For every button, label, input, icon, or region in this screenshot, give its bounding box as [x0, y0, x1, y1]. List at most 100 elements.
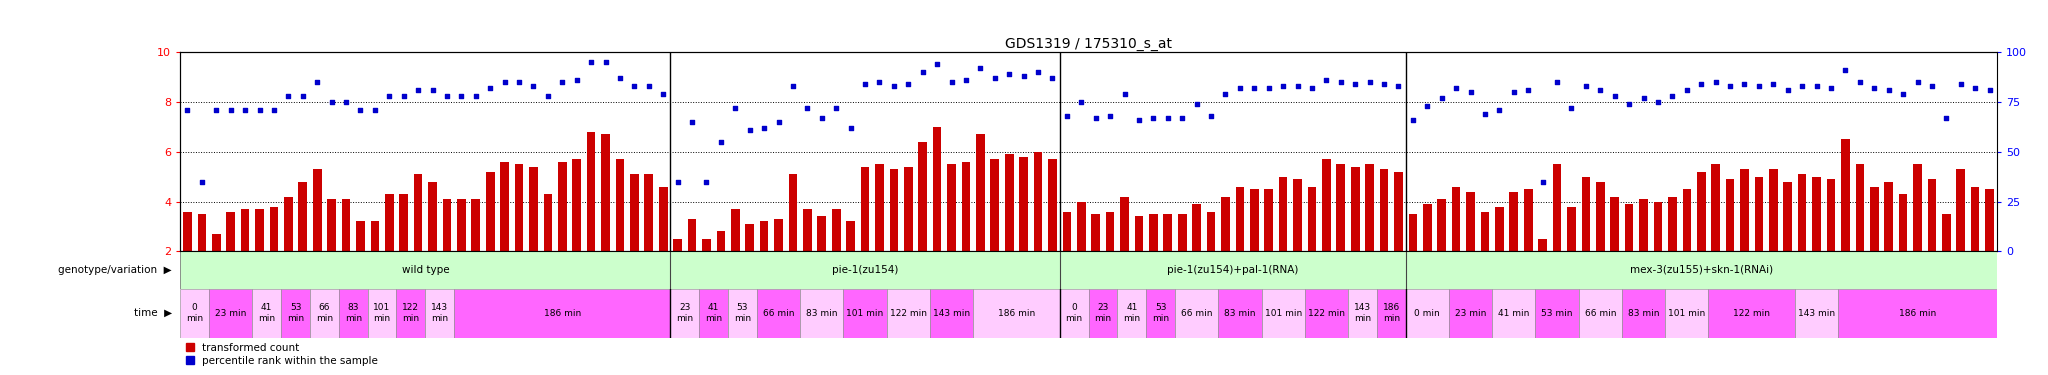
- Bar: [571, 159, 582, 251]
- Point: [1772, 87, 1804, 93]
- Point: [979, 75, 1012, 81]
- Bar: [1163, 214, 1171, 251]
- Bar: [313, 169, 322, 251]
- Bar: [1870, 187, 1878, 251]
- Bar: [1970, 187, 1980, 251]
- Point: [1729, 81, 1761, 87]
- Bar: [1698, 172, 1706, 251]
- Bar: [514, 164, 524, 251]
- Point: [1008, 74, 1040, 80]
- Text: 41
min: 41 min: [258, 303, 274, 323]
- Point: [877, 83, 909, 89]
- Bar: [1309, 187, 1317, 251]
- Bar: [1409, 214, 1417, 251]
- Bar: [428, 182, 436, 251]
- Bar: [1120, 196, 1128, 251]
- Point: [1958, 85, 1991, 91]
- Bar: [1985, 189, 1995, 251]
- Bar: [1337, 164, 1346, 251]
- Bar: [1839, 289, 1997, 338]
- Point: [201, 107, 233, 113]
- Bar: [1956, 169, 1966, 251]
- Point: [1022, 69, 1055, 75]
- Bar: [698, 289, 729, 338]
- Bar: [557, 162, 567, 251]
- Title: GDS1319 / 175310_s_at: GDS1319 / 175310_s_at: [1006, 38, 1171, 51]
- Text: 101
min: 101 min: [373, 303, 391, 323]
- Bar: [197, 214, 207, 251]
- Bar: [1278, 177, 1288, 251]
- Point: [1583, 87, 1616, 93]
- Text: 143
min: 143 min: [1354, 303, 1370, 323]
- Point: [1757, 81, 1790, 87]
- Bar: [1884, 182, 1892, 251]
- Text: genotype/variation  ▶: genotype/variation ▶: [59, 265, 172, 275]
- Bar: [1438, 199, 1446, 251]
- Bar: [1638, 199, 1649, 251]
- Bar: [1235, 187, 1245, 251]
- Point: [473, 85, 506, 91]
- Bar: [471, 199, 479, 251]
- Point: [1251, 85, 1284, 91]
- Point: [1094, 113, 1126, 119]
- Bar: [342, 199, 350, 251]
- Bar: [242, 209, 250, 251]
- Point: [1800, 83, 1833, 89]
- Bar: [1726, 179, 1735, 251]
- Point: [401, 87, 434, 93]
- Bar: [1020, 157, 1028, 251]
- Bar: [252, 289, 281, 338]
- Text: 101 min: 101 min: [846, 309, 883, 318]
- Point: [387, 93, 420, 99]
- Bar: [1536, 289, 1579, 338]
- Point: [502, 79, 535, 85]
- Point: [848, 81, 881, 87]
- Point: [1886, 91, 1919, 97]
- Point: [1468, 111, 1501, 117]
- Bar: [1219, 289, 1262, 338]
- Point: [272, 93, 305, 99]
- Bar: [1348, 289, 1376, 338]
- Point: [893, 81, 926, 87]
- Bar: [182, 211, 193, 251]
- Point: [1511, 87, 1544, 93]
- Text: 186 min: 186 min: [1898, 309, 1935, 318]
- Point: [993, 71, 1026, 77]
- Bar: [918, 142, 928, 251]
- Point: [1483, 107, 1516, 113]
- Point: [244, 107, 276, 113]
- Point: [532, 93, 565, 99]
- Point: [1657, 93, 1690, 99]
- Point: [1972, 87, 2005, 93]
- Point: [1282, 83, 1315, 89]
- Bar: [227, 211, 236, 251]
- Point: [373, 93, 406, 99]
- Bar: [285, 196, 293, 251]
- Bar: [1395, 172, 1403, 251]
- Bar: [973, 289, 1059, 338]
- Point: [922, 62, 954, 68]
- Text: 101 min: 101 min: [1264, 309, 1303, 318]
- Bar: [1610, 196, 1620, 251]
- Text: 83 min: 83 min: [1628, 309, 1659, 318]
- Bar: [860, 167, 868, 251]
- Bar: [211, 234, 221, 251]
- Text: 186 min: 186 min: [543, 309, 582, 318]
- Bar: [1147, 289, 1176, 338]
- Bar: [774, 219, 782, 251]
- Bar: [1827, 179, 1835, 251]
- Bar: [1034, 152, 1042, 251]
- Point: [834, 125, 866, 131]
- Bar: [1059, 289, 1090, 338]
- Point: [459, 93, 492, 99]
- Bar: [1352, 167, 1360, 251]
- Point: [487, 79, 520, 85]
- Point: [315, 99, 348, 105]
- Point: [1642, 99, 1675, 105]
- Point: [1137, 115, 1169, 121]
- Text: 143 min: 143 min: [1798, 309, 1835, 318]
- Bar: [1665, 289, 1708, 338]
- Point: [287, 93, 319, 99]
- Text: 143
min: 143 min: [432, 303, 449, 323]
- Point: [907, 69, 940, 75]
